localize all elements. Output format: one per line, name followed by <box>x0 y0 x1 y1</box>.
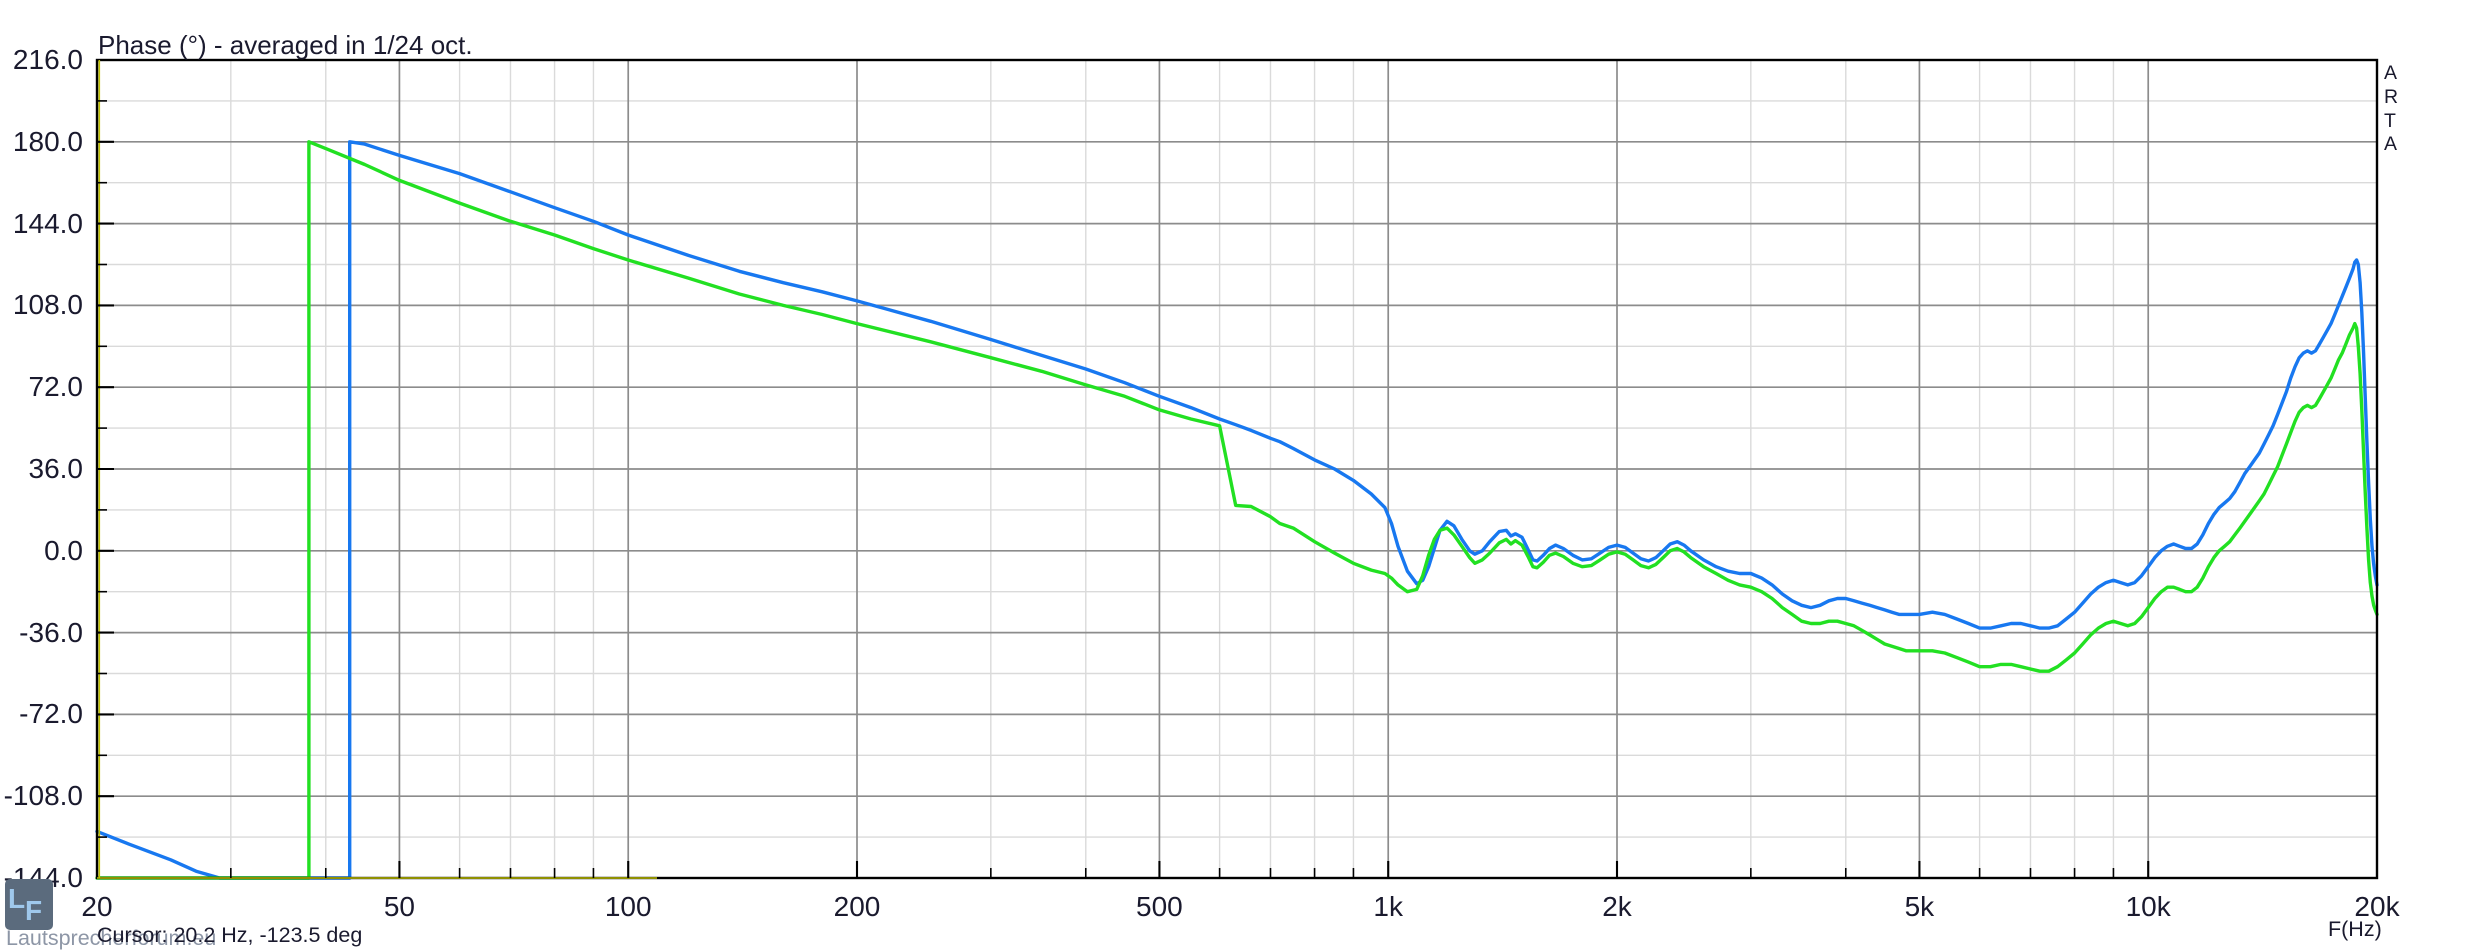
svg-text:F: F <box>25 895 42 926</box>
svg-text:L: L <box>8 883 25 914</box>
